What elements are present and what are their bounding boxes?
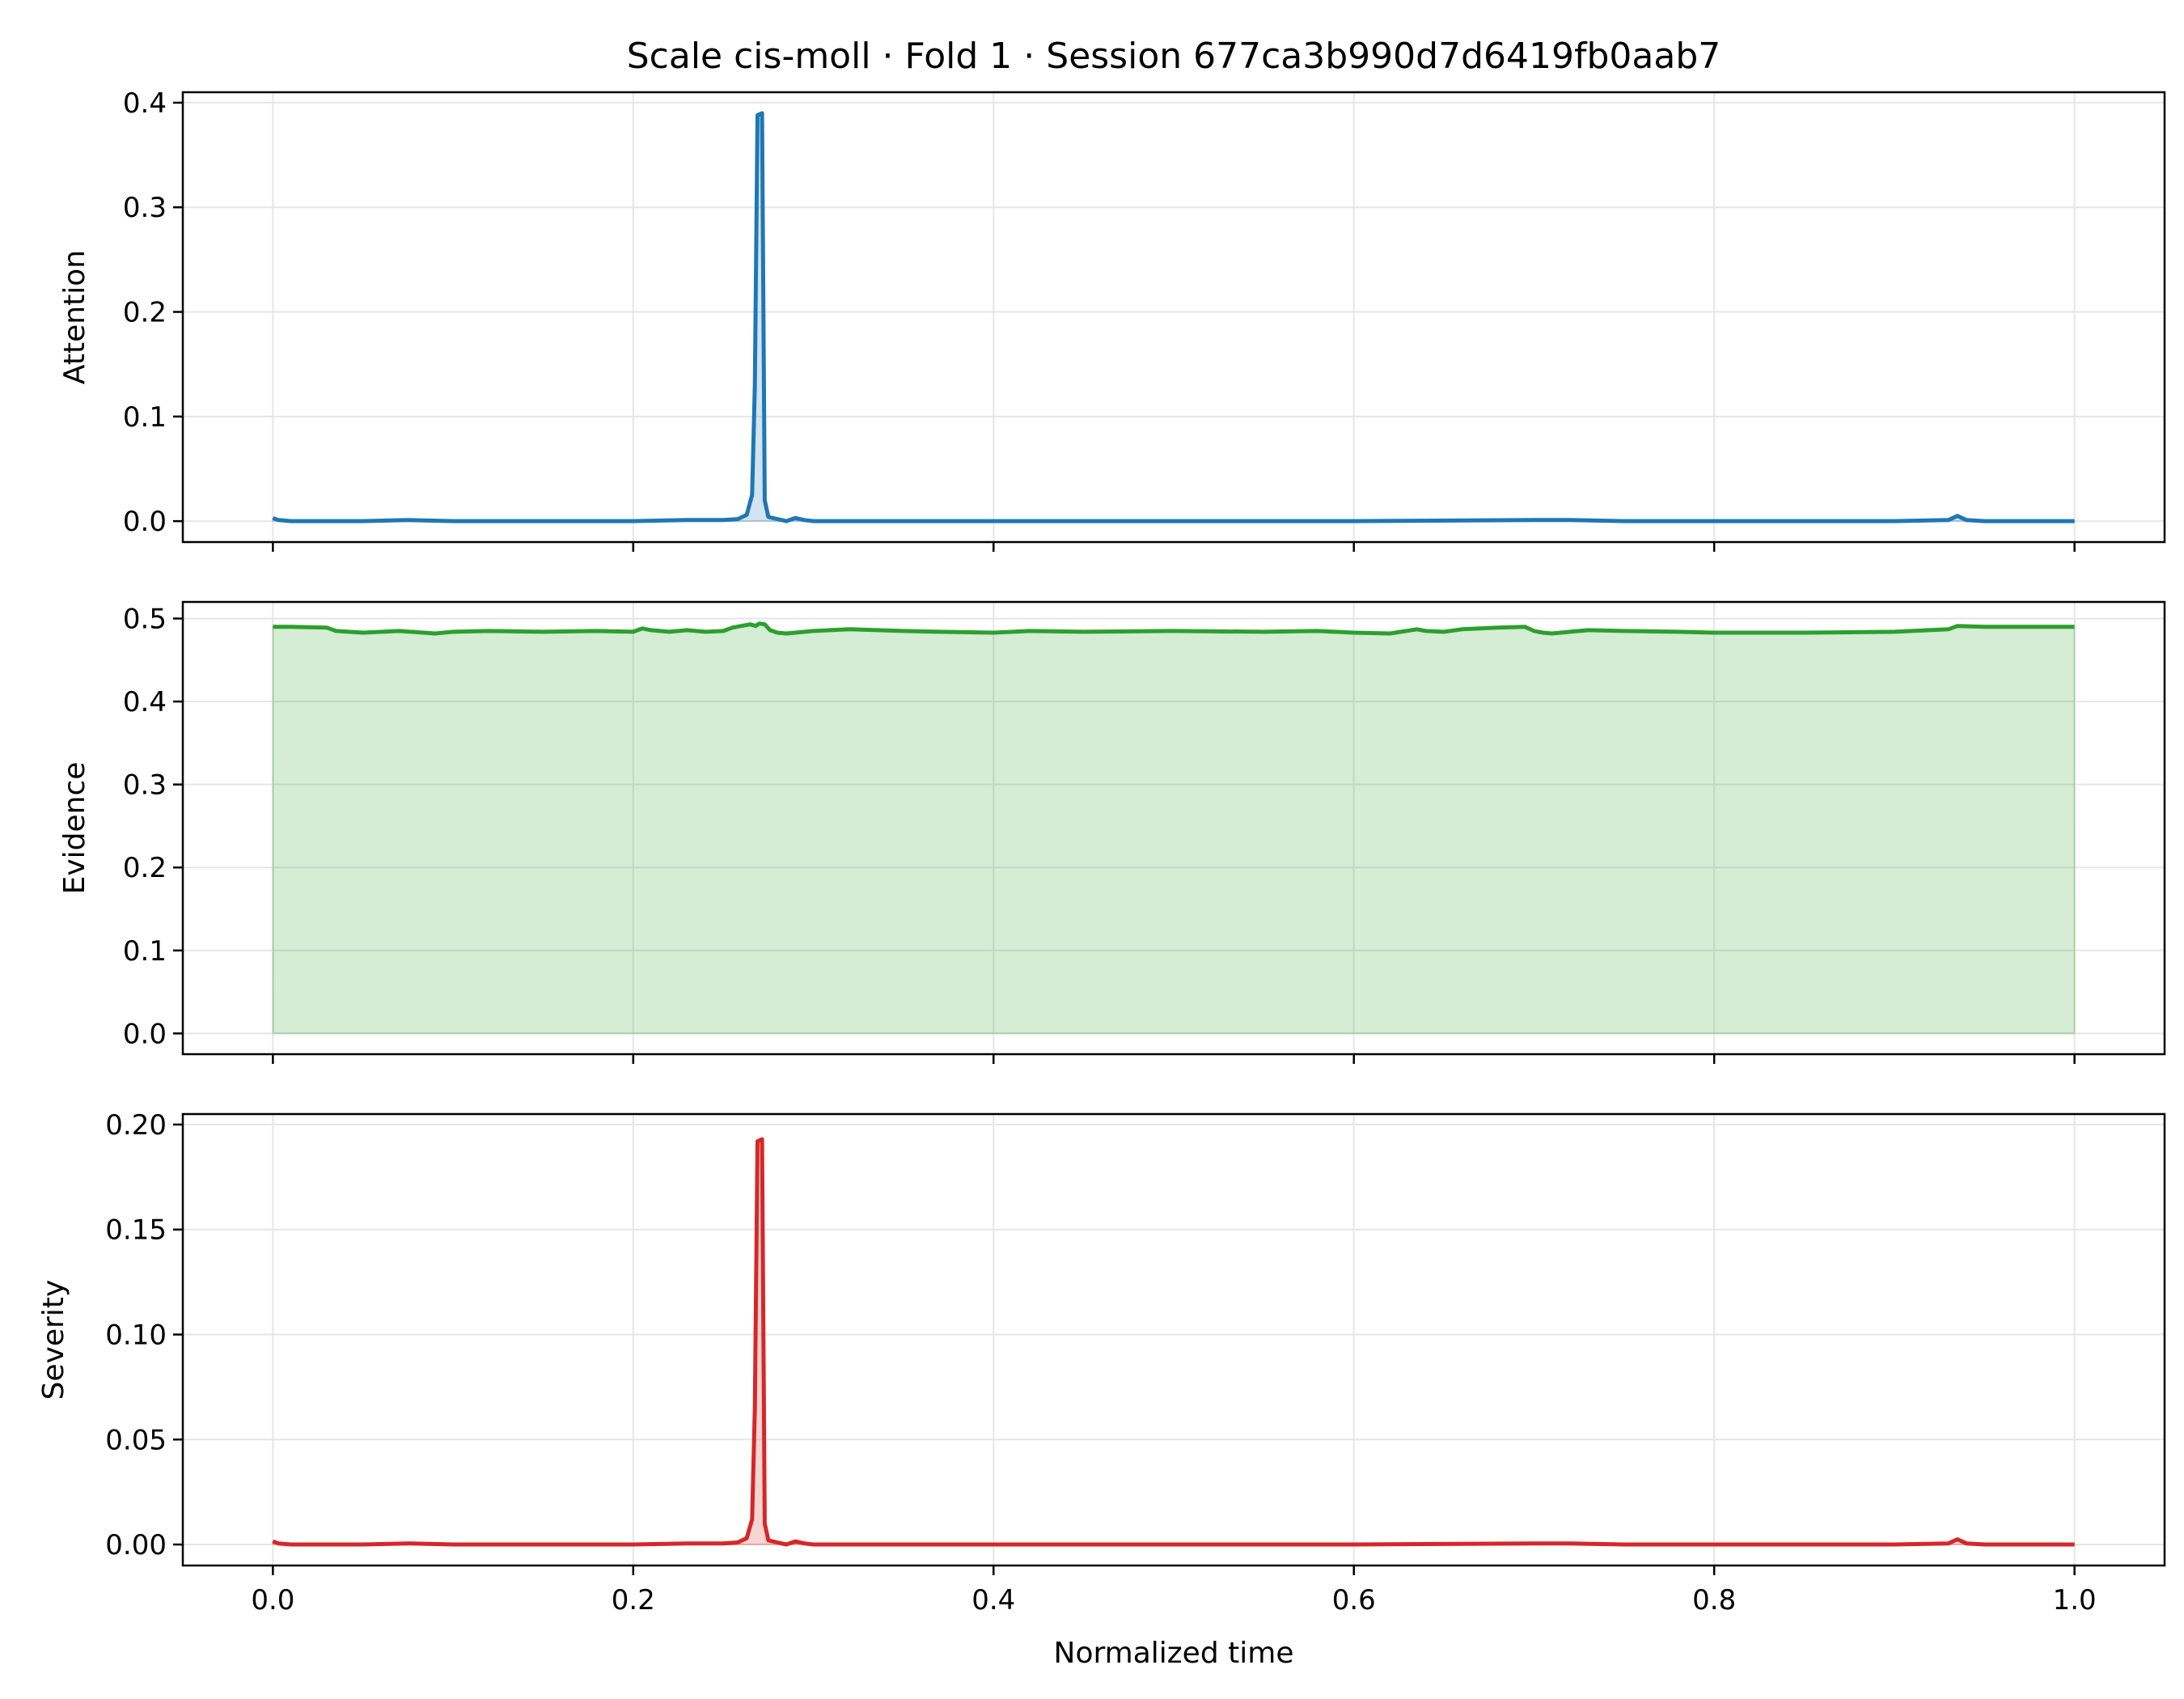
x-tick-label: 0.6 bbox=[1332, 1584, 1376, 1616]
y-axis-label: Severity bbox=[37, 1280, 70, 1400]
y-tick-label: 0.05 bbox=[105, 1424, 167, 1456]
plot-frame bbox=[181, 1112, 2166, 1567]
y-tick-label: 0.2 bbox=[123, 852, 167, 884]
x-axis-label: Normalized time bbox=[1054, 1637, 1294, 1670]
y-axis-label: Evidence bbox=[58, 762, 91, 895]
x-tick-label: 1.0 bbox=[2053, 1584, 2097, 1616]
series-area bbox=[272, 1138, 2076, 1546]
panel-1: 0.0 0.1 0.2 0.3 0.4 Attention bbox=[58, 87, 2166, 552]
y-tick-label: 0.5 bbox=[123, 604, 167, 636]
y-tick-label: 0.0 bbox=[123, 1018, 167, 1050]
y-tick-label: 0.1 bbox=[123, 401, 167, 434]
y-tick-label: 0.00 bbox=[105, 1529, 167, 1561]
x-tick-label: 0.2 bbox=[612, 1584, 655, 1616]
panel-3: 0.00 0.05 0.10 0.15 0.20 0.0 0.2 0.4 0.6 0.8 1.0 Se… bbox=[37, 1109, 2166, 1616]
y-tick-label: 0.3 bbox=[123, 192, 167, 224]
y-tick-label: 0.4 bbox=[123, 87, 167, 120]
y-tick-label: 0.3 bbox=[123, 769, 167, 802]
x-tick-label: 0.4 bbox=[971, 1584, 1015, 1616]
series-line bbox=[272, 111, 2075, 523]
series-area bbox=[272, 622, 2076, 1035]
series-line bbox=[273, 621, 2075, 636]
y-tick-label: 0.10 bbox=[105, 1320, 167, 1352]
plot-frame bbox=[181, 91, 2166, 544]
panel-2: 0.0 0.1 0.2 0.3 0.4 0.5 Evidence bbox=[58, 600, 2166, 1064]
series-line bbox=[272, 1137, 2075, 1547]
y-axis-label: Attention bbox=[58, 250, 91, 384]
panels-layer: 0.00.10.20.30.4Attention0.00.10.20.30.40… bbox=[37, 87, 2166, 1616]
y-tick-label: 0.4 bbox=[123, 686, 167, 718]
series-area bbox=[272, 112, 2077, 523]
y-tick-label: 0.0 bbox=[123, 506, 167, 538]
x-tick-label: 0.8 bbox=[1692, 1584, 1736, 1616]
y-tick-label: 0.2 bbox=[123, 297, 167, 329]
y-tick-label: 0.15 bbox=[105, 1214, 167, 1247]
y-tick-label: 0.1 bbox=[123, 935, 167, 968]
y-tick-label: 0.20 bbox=[105, 1109, 167, 1142]
x-tick-label: 0.0 bbox=[251, 1584, 294, 1616]
plot-frame bbox=[181, 600, 2166, 1056]
chart-title: Scale cis-moll · Fold 1 · Session 677ca3… bbox=[627, 36, 1721, 77]
